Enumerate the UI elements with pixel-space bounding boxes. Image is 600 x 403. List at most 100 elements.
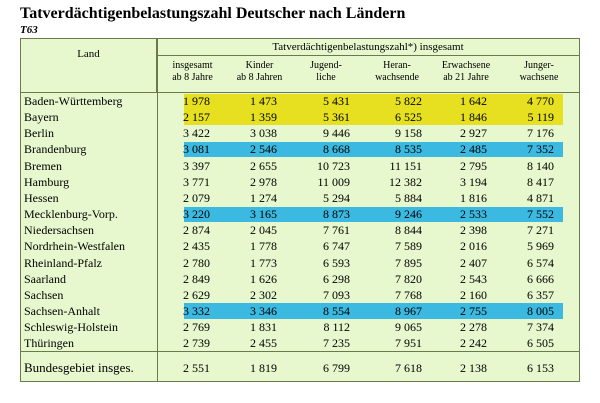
row-highlight-blue (184, 303, 563, 319)
table-row: Bayern 2 157 1 359 5 361 6 525 1 846 5 119 (21, 109, 579, 126)
table-cell: 7 951 (395, 336, 422, 351)
table-cell: 1 831 (250, 320, 277, 335)
table-cell: 3 332 (183, 303, 210, 318)
table-cell: 3 346 (250, 303, 277, 318)
column-header-line1: Kinder (245, 60, 274, 71)
row-label: Schleswig-Holstein (24, 320, 118, 335)
row-label: Sachsen (24, 287, 64, 302)
column-header-line1: Jugend- (310, 60, 342, 71)
table-cell: 7 352 (527, 142, 554, 157)
column-header-line2: wachsende (375, 72, 419, 83)
table-cell: 3 165 (250, 207, 277, 222)
table-cell: 7 768 (395, 287, 422, 302)
table-id: T63 (20, 24, 38, 36)
table-cell: 1 473 (250, 94, 277, 108)
table-cell: 2 849 (183, 271, 210, 286)
table-cell: 1 816 (460, 190, 487, 205)
column-header: Kinder ab 8 Jahren (228, 56, 291, 92)
table-cell: 1 274 (250, 190, 277, 205)
table-cell: 2 045 (250, 223, 277, 238)
table-cell: 2 455 (250, 336, 277, 351)
table-cell: 2 629 (183, 287, 210, 302)
table-cell: 5 969 (527, 239, 554, 254)
table-cell: 2 079 (183, 190, 210, 205)
table-cell: 9 065 (395, 320, 422, 335)
table-cell: 2 546 (250, 142, 277, 157)
total-cell: 2 551 (183, 361, 210, 375)
column-header-line2: liche (316, 72, 336, 83)
table-cell: 1 642 (460, 94, 487, 108)
table-cell: 8 967 (395, 303, 422, 318)
table-cell: 2 160 (460, 287, 487, 302)
table-cell: 6 666 (527, 271, 554, 286)
total-cell: 2 138 (460, 361, 487, 375)
table-cell: 3 397 (183, 158, 210, 173)
row-label: Hessen (24, 190, 59, 205)
table-cell: 1 846 (460, 110, 487, 125)
table-cell: 7 895 (395, 255, 422, 270)
table-cell: 7 374 (527, 320, 554, 335)
table-cell: 1 359 (250, 110, 277, 125)
table-cell: 2 874 (183, 223, 210, 238)
table-cell: 8 873 (323, 207, 350, 222)
table-row: Rheinland-Pfalz 2 780 1 773 6 593 7 895 2 407… (21, 255, 579, 272)
row-label: Sachsen-Anhalt (24, 303, 100, 318)
table-cell: 4 871 (527, 190, 554, 205)
row-label: Mecklenburg-Vorp. (24, 207, 118, 222)
page-title: Tatverdächtigenbelastungszahl Deutscher … (20, 5, 406, 22)
table-cell: 2 543 (460, 271, 487, 286)
row-label: Rheinland-Pfalz (24, 255, 102, 270)
table-cell: 6 357 (527, 287, 554, 302)
total-divider (21, 351, 579, 352)
table-cell: 3 038 (250, 126, 277, 141)
table-cell: 2 485 (460, 142, 487, 157)
column-header-land: Land (21, 39, 157, 92)
row-label: Brandenburg (24, 142, 87, 157)
table-cell: 7 589 (395, 239, 422, 254)
table-cell: 2 016 (460, 239, 487, 254)
table-cell: 5 822 (395, 94, 422, 108)
table-cell: 6 298 (323, 271, 350, 286)
table-cell: 2 795 (460, 158, 487, 173)
table-cell: 1 978 (183, 94, 210, 108)
table-row: Mecklenburg-Vorp. 3 220 3 165 8 873 9 246 2 5… (21, 206, 579, 223)
table-cell: 2 978 (250, 174, 277, 189)
column-header-line1: Erwachsene (441, 60, 491, 71)
row-label: Nordrhein-Westfalen (24, 239, 125, 254)
table-cell: 9 446 (323, 126, 350, 141)
column-header-line1: Heran- (383, 60, 411, 71)
row-highlight-blue (184, 141, 563, 158)
total-row-label: Bundesgebiet insges. (24, 360, 134, 375)
table-cell: 2 242 (460, 336, 487, 351)
row-highlight-blue (184, 206, 563, 222)
table-cell: 7 235 (323, 336, 350, 351)
table-cell: 2 780 (183, 255, 210, 270)
table-cell: 5 361 (323, 110, 350, 125)
table-cell: 2 533 (460, 207, 487, 222)
table-cell: 12 382 (389, 174, 422, 189)
data-table: Land Tatverdächtigenbelastungszahl*) ins… (20, 38, 580, 382)
row-label: Saarland (24, 271, 66, 286)
table-cell: 3 220 (183, 207, 210, 222)
table-cell: 6 525 (395, 110, 422, 125)
table-cell: 11 151 (389, 158, 422, 173)
table-cell: 2 927 (460, 126, 487, 141)
table-cell: 10 723 (317, 158, 350, 173)
table-cell: 6 505 (527, 336, 554, 351)
column-header: insgesamt ab 8 Jahre (157, 56, 228, 92)
table-cell: 2 769 (183, 320, 210, 335)
table-row: Berlin 3 422 3 038 9 446 9 158 2 927 7 176 (21, 125, 579, 142)
row-label: Niedersachsen (24, 223, 94, 238)
table-cell: 8 140 (527, 158, 554, 173)
table-row: Saarland 2 849 1 626 6 298 7 820 2 543 6 666 (21, 271, 579, 288)
table-row: Sachsen-Anhalt 3 332 3 346 8 554 8 967 2 755 8… (21, 303, 579, 320)
table-cell: 5 294 (323, 190, 350, 205)
table-cell: 8 844 (395, 223, 422, 238)
table-cell: 8 005 (527, 303, 554, 318)
table-row: Hamburg 3 771 2 978 11 009 12 382 3 194 8 417 (21, 174, 579, 191)
table-cell: 7 820 (395, 271, 422, 286)
table-cell: 2 278 (460, 320, 487, 335)
table-row: Hessen 2 079 1 274 5 294 5 884 1 816 4 871 (21, 190, 579, 207)
table-cell: 4 770 (527, 94, 554, 108)
table-cell: 6 574 (527, 255, 554, 270)
